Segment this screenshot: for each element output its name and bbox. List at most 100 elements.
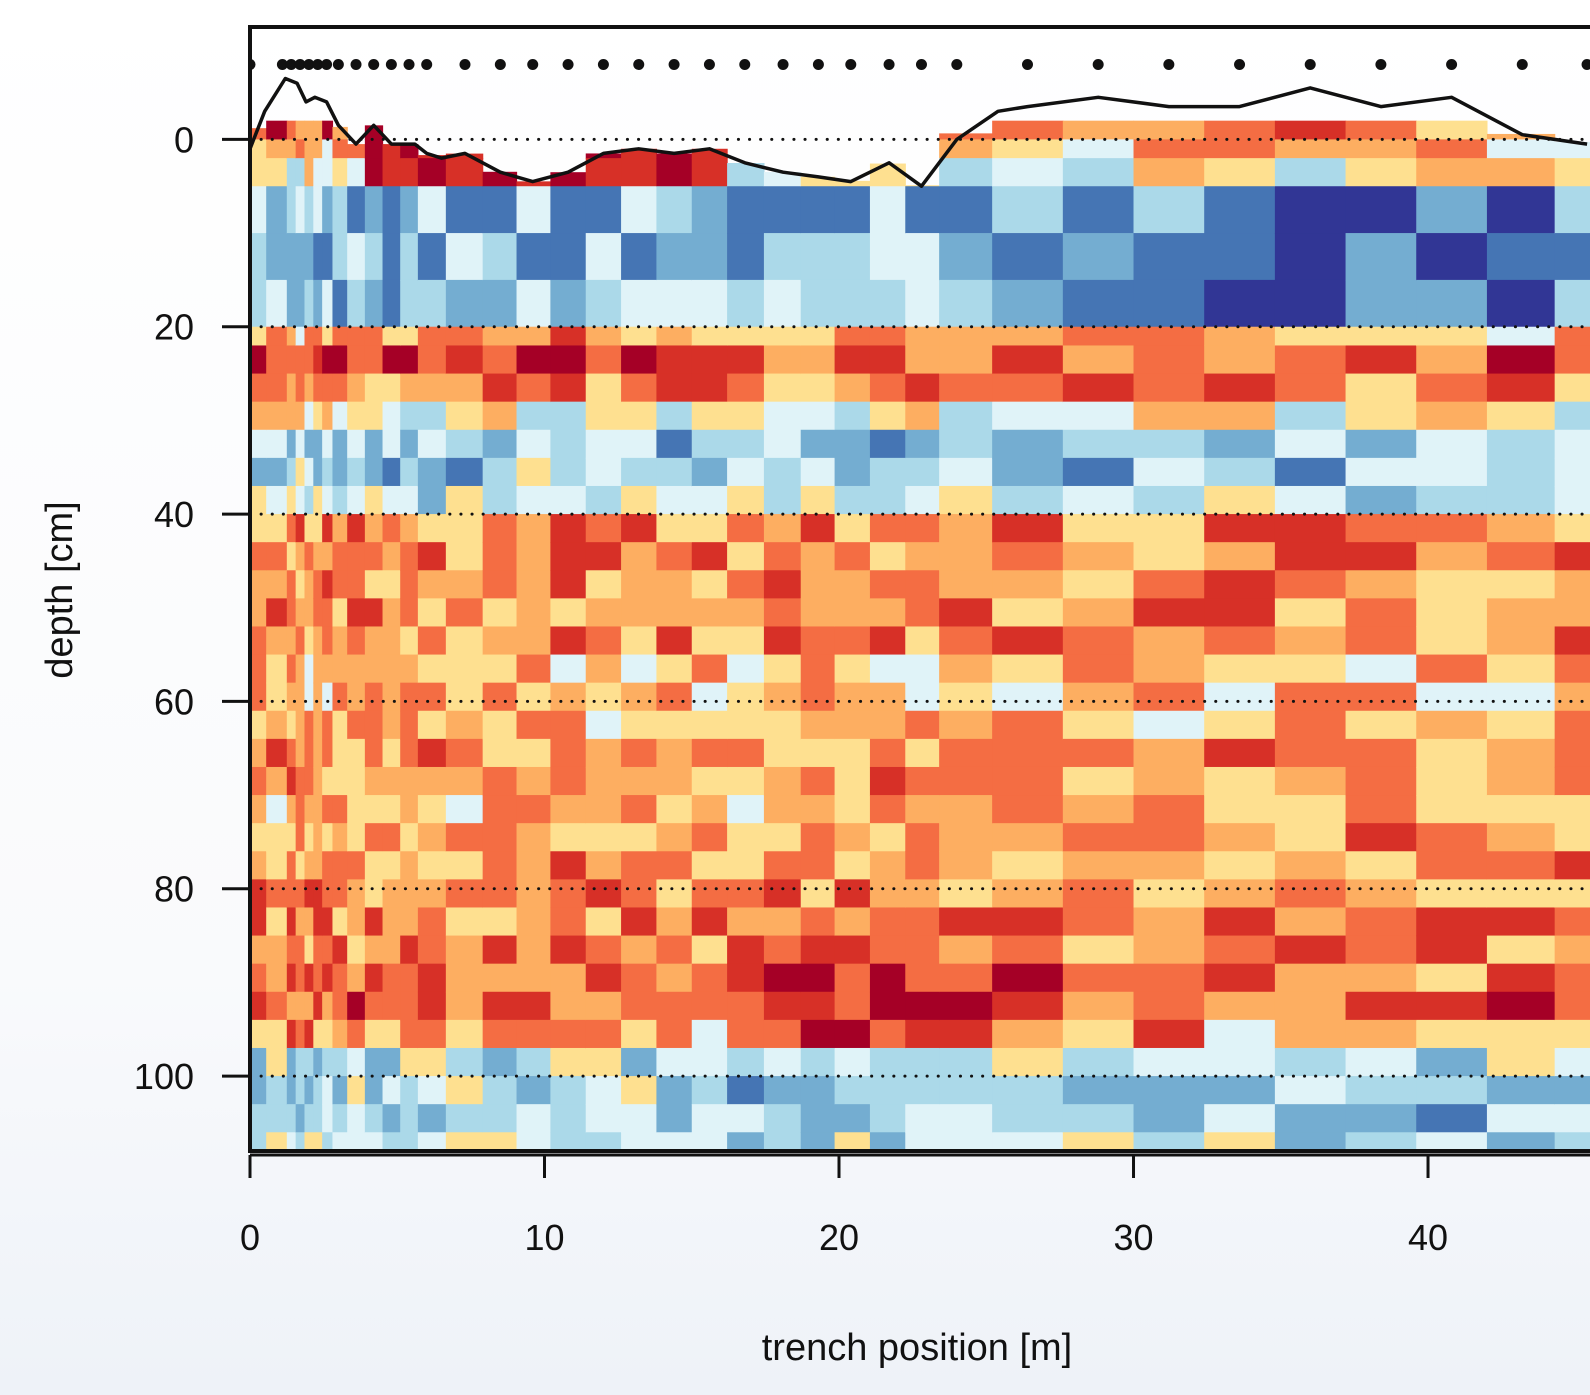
heatmap-cell [834, 1019, 871, 1049]
heatmap-cell [364, 233, 384, 281]
heatmap-cell [445, 879, 484, 909]
heatmap-cell [834, 401, 871, 431]
heatmap-cell [1062, 542, 1135, 571]
heatmap-cell [1204, 401, 1276, 431]
heatmap-cell [992, 1104, 1064, 1133]
heatmap-cell [939, 570, 993, 599]
heatmap-cell [691, 401, 728, 431]
heatmap-cell [313, 738, 323, 768]
heatmap-cell [313, 795, 323, 824]
heatmap-cell [1133, 514, 1205, 543]
heatmap-cell [1274, 1019, 1347, 1049]
sample-points [250, 58, 1590, 70]
heatmap-cell [992, 738, 1064, 768]
heatmap-cell [763, 1047, 802, 1077]
heatmap-cell [691, 148, 728, 159]
heatmap-cell [1062, 1132, 1135, 1151]
heatmap-cell [585, 401, 622, 431]
sample-point [883, 58, 895, 70]
heatmap-cell [763, 682, 802, 712]
heatmap-cell [1062, 401, 1135, 431]
heatmap-cell [1062, 766, 1135, 796]
heatmap-cell [313, 626, 323, 656]
heatmap-cell [266, 139, 288, 159]
heatmap-cell [1554, 457, 1590, 487]
heatmap-cell [400, 598, 419, 628]
heatmap-cell [482, 851, 518, 880]
heatmap-cell [1204, 963, 1276, 993]
heatmap-cell [304, 345, 314, 375]
heatmap-cell [1345, 851, 1417, 880]
heatmap-cell [763, 172, 802, 187]
heatmap-cell [585, 654, 622, 684]
heatmap-cell [550, 963, 587, 993]
heatmap-cell [550, 1047, 587, 1077]
heatmap-cell [1345, 907, 1417, 937]
heatmap-cell [656, 279, 693, 328]
heatmap-cell [621, 279, 658, 328]
heatmap-cell [364, 795, 384, 824]
heatmap-cell [332, 907, 348, 937]
heatmap-cell [800, 991, 836, 1021]
heatmap-cell [250, 935, 267, 965]
heatmap-cell [1554, 626, 1590, 656]
heatmap-cell [1416, 851, 1488, 880]
heatmap-cell [1416, 795, 1488, 824]
heatmap-cell [1416, 766, 1488, 796]
heatmap-cell [382, 766, 401, 796]
y-tick-label: 60 [154, 681, 194, 722]
heatmap-cell [691, 907, 728, 937]
heatmap-cell [763, 823, 802, 852]
y-tick-label: 80 [154, 869, 194, 910]
heatmap-cell [621, 1076, 658, 1105]
heatmap-cell [939, 1019, 993, 1049]
heatmap-cell [445, 598, 484, 628]
heatmap-cell [322, 710, 334, 740]
heatmap-cell [1345, 485, 1417, 515]
heatmap-cell [364, 1076, 384, 1105]
heatmap-cell [516, 1132, 551, 1151]
heatmap-cell [834, 1047, 871, 1077]
heatmap-cell [286, 1019, 297, 1049]
heatmap-cell [1274, 1047, 1347, 1077]
heatmap-cell [332, 1076, 348, 1105]
heatmap-cell [763, 654, 802, 684]
heatmap-cell [1133, 570, 1205, 599]
heatmap-cell [347, 991, 366, 1021]
heatmap-cell [400, 1104, 419, 1133]
heatmap-cell [656, 373, 693, 403]
heatmap-cell [304, 654, 314, 684]
heatmap-cell [1062, 879, 1135, 909]
heatmap-cell [800, 738, 836, 768]
heatmap-cell [304, 1076, 314, 1105]
heatmap-cell [656, 153, 693, 159]
heatmap-cell [417, 1019, 447, 1049]
heatmap-cell [250, 963, 267, 993]
x-tick-label: 20 [819, 1217, 859, 1258]
heatmap-cell [1062, 935, 1135, 965]
heatmap-cell [656, 710, 693, 740]
heatmap-cell [400, 457, 419, 487]
heatmap-cell [286, 738, 297, 768]
heatmap-cell [417, 542, 447, 571]
heatmap-cell [1133, 345, 1205, 375]
heatmap-cell [445, 186, 484, 234]
heatmap-cell [364, 682, 384, 712]
heatmap-cell [691, 710, 728, 740]
heatmap-cell [304, 907, 314, 937]
heatmap-cell [250, 1047, 267, 1077]
heatmap-cell [322, 682, 334, 712]
heatmap-cell [1486, 935, 1556, 965]
heatmap-cell [656, 1132, 693, 1151]
heatmap-cell [869, 514, 906, 543]
heatmap-cell [1416, 373, 1488, 403]
sample-point [777, 58, 789, 70]
heatmap-cell [304, 279, 314, 328]
heatmap-cell [656, 1076, 693, 1105]
heatmap-cell [800, 1076, 836, 1105]
heatmap-cell [691, 738, 728, 768]
heatmap-cell [1416, 935, 1488, 965]
heatmap-cell [1486, 766, 1556, 796]
heatmap-cell [400, 879, 419, 909]
heatmap-cell [905, 401, 940, 431]
